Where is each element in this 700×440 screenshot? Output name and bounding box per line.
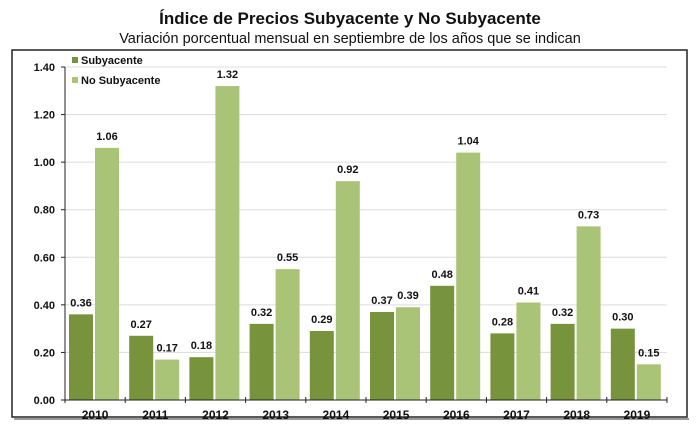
frame-shadow bbox=[14, 418, 689, 420]
y-tick-label: 0.60 bbox=[34, 252, 55, 264]
chart-title: Índice de Precios Subyacente y No Subyac… bbox=[159, 9, 541, 28]
data-label: 0.15 bbox=[638, 347, 659, 359]
data-label: 0.17 bbox=[156, 343, 177, 355]
data-label: 0.28 bbox=[492, 316, 513, 328]
data-label: 0.29 bbox=[311, 314, 332, 326]
data-label: 0.48 bbox=[431, 269, 452, 281]
bar-no-subyacente bbox=[275, 269, 300, 400]
bar-no-subyacente bbox=[516, 302, 541, 400]
legend-swatch-no-subyacente bbox=[72, 77, 78, 83]
data-label: 1.32 bbox=[217, 69, 238, 81]
bar-subyacente bbox=[490, 333, 515, 400]
chart-frame bbox=[11, 49, 688, 418]
bar-no-subyacente bbox=[95, 147, 119, 400]
bar-no-subyacente bbox=[576, 226, 601, 400]
y-tick-label: 0.00 bbox=[34, 395, 55, 407]
data-label: 0.55 bbox=[277, 252, 298, 264]
bar-subyacente bbox=[550, 323, 575, 400]
data-label: 0.30 bbox=[612, 312, 633, 324]
bar-no-subyacente bbox=[335, 181, 360, 400]
x-tick-label: 2016 bbox=[443, 408, 470, 422]
legend: Subyacente No Subyacente bbox=[72, 55, 160, 87]
y-tick-label: 0.40 bbox=[34, 300, 55, 312]
bar-no-subyacente bbox=[155, 359, 180, 400]
data-label: 1.06 bbox=[96, 131, 117, 143]
bar-subyacente bbox=[129, 335, 154, 400]
x-tick-label: 2012 bbox=[202, 408, 229, 422]
y-tick-label: 1.40 bbox=[34, 62, 55, 74]
y-tick-label: 0.80 bbox=[34, 205, 55, 217]
bar-no-subyacente bbox=[396, 307, 420, 400]
legend-label-no-subyacente: No Subyacente bbox=[81, 75, 160, 87]
data-label: 0.92 bbox=[337, 164, 358, 176]
data-label: 0.32 bbox=[552, 307, 573, 319]
x-tick-label: 2013 bbox=[262, 408, 289, 422]
data-label: 0.27 bbox=[130, 319, 151, 331]
data-label: 0.73 bbox=[578, 209, 599, 221]
data-label: 1.04 bbox=[457, 136, 479, 148]
data-label: 0.32 bbox=[251, 307, 272, 319]
legend-label-subyacente: Subyacente bbox=[81, 55, 143, 67]
data-label: 0.41 bbox=[518, 285, 539, 297]
bar-no-subyacente bbox=[456, 152, 481, 400]
bar-subyacente bbox=[309, 331, 334, 400]
bar-subyacente bbox=[430, 285, 455, 400]
x-tick-label: 2015 bbox=[383, 408, 410, 422]
legend-swatch-subyacente bbox=[72, 57, 78, 63]
bar-subyacente bbox=[249, 323, 274, 400]
data-label: 0.18 bbox=[191, 340, 212, 352]
bar-subyacente bbox=[610, 328, 635, 400]
y-tick-label: 1.00 bbox=[34, 157, 55, 169]
bar-subyacente bbox=[370, 311, 394, 400]
bar-subyacente bbox=[69, 314, 93, 400]
data-label: 0.36 bbox=[70, 297, 91, 309]
x-tick-label: 2017 bbox=[503, 408, 530, 422]
bar-no-subyacente bbox=[215, 86, 240, 401]
bar-no-subyacente bbox=[636, 364, 661, 400]
y-tick-label: 0.20 bbox=[34, 347, 55, 359]
data-label: 0.37 bbox=[371, 295, 392, 307]
y-tick-label: 1.20 bbox=[34, 110, 55, 122]
x-tick-label: 2019 bbox=[624, 408, 651, 422]
x-tick-label: 2010 bbox=[82, 408, 109, 422]
x-tick-label: 2011 bbox=[142, 408, 168, 422]
bar-subyacente bbox=[189, 357, 214, 400]
data-label: 0.39 bbox=[397, 290, 418, 302]
chart-subtitle: Variación porcentual mensual en septiemb… bbox=[119, 31, 581, 47]
x-tick-label: 2018 bbox=[563, 408, 590, 422]
x-tick-label: 2014 bbox=[323, 408, 350, 422]
